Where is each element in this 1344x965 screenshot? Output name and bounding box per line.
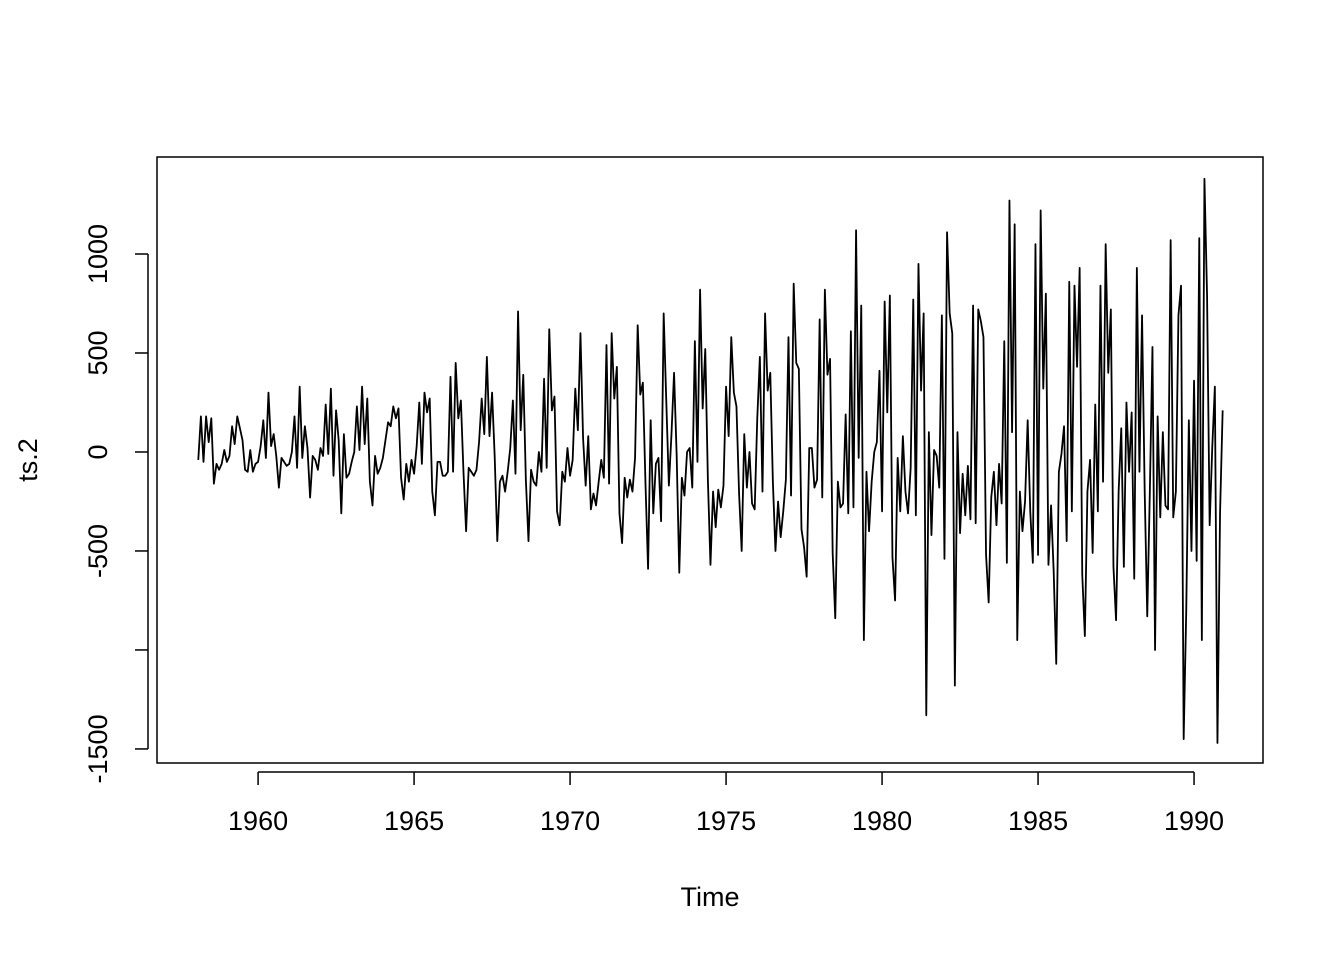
- y-tick-label: -500: [83, 524, 113, 578]
- x-tick-label: 1960: [228, 806, 288, 836]
- x-tick-label: 1980: [852, 806, 912, 836]
- y-tick-label: -1500: [83, 714, 113, 783]
- series-line: [197, 177, 1224, 744]
- y-tick-label: 0: [83, 444, 113, 459]
- y-tick-label: 1000: [83, 224, 113, 284]
- x-tick-label: 1965: [384, 806, 444, 836]
- plot-frame: [156, 156, 1264, 764]
- x-tick-label: 1985: [1008, 806, 1068, 836]
- x-tick-label: 1990: [1164, 806, 1224, 836]
- x-tick-label: 1975: [696, 806, 756, 836]
- y-tick-label: 500: [83, 330, 113, 375]
- y-axis-label: ts.2: [13, 438, 43, 482]
- x-tick-label: 1970: [540, 806, 600, 836]
- x-axis-label: Time: [681, 882, 740, 912]
